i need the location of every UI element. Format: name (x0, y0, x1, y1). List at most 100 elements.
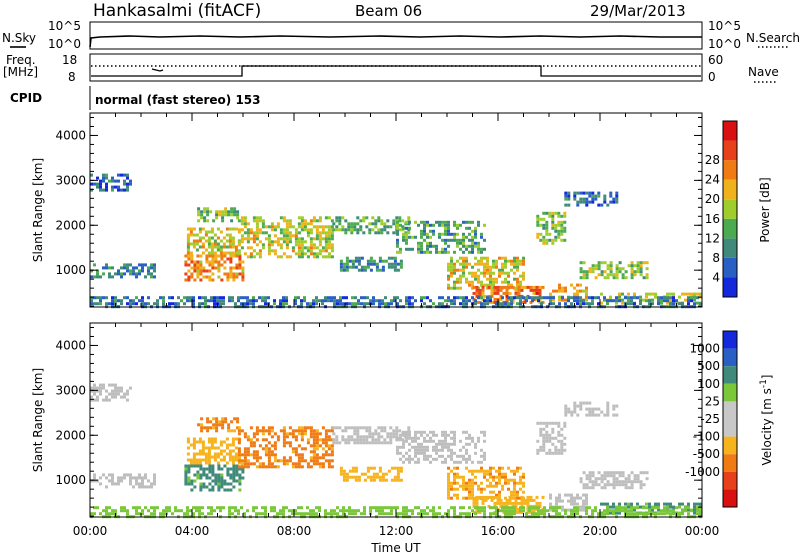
scatter-cell (327, 435, 331, 439)
scatter-cell (255, 506, 258, 510)
scatter-cell (627, 505, 630, 509)
scatter-cell (603, 471, 607, 475)
scatter-cell (563, 448, 567, 452)
scatter-cell (193, 479, 197, 483)
scatter-cell (228, 245, 232, 249)
scatter-cell (210, 437, 214, 441)
scatter-cell (447, 496, 450, 500)
scatter-cell (477, 439, 480, 443)
scatter-cell (423, 302, 426, 306)
scatter-cell (324, 429, 328, 433)
scatter-cell (205, 485, 209, 489)
scatter-cell (189, 251, 193, 255)
scatter-cell (117, 269, 120, 273)
colorbar-swatch (723, 436, 737, 455)
scatter-cell (504, 475, 507, 479)
scatter-cell (657, 506, 660, 510)
scatter-cell (267, 225, 271, 229)
scatter-cell (102, 176, 105, 180)
scatter-cell (312, 509, 315, 513)
scatter-cell (564, 289, 567, 293)
scatter-cell (570, 413, 574, 417)
scatter-cell (207, 458, 211, 462)
scatter-cell (480, 235, 483, 239)
scatter-cell (153, 269, 156, 273)
scatter-cell (576, 496, 579, 500)
scatter-cell (249, 462, 253, 466)
scatter-cell (468, 490, 471, 494)
scatter-cell (237, 512, 240, 516)
scatter-cell (514, 498, 518, 502)
scatter-cell (582, 499, 585, 503)
scatter-cell (557, 430, 561, 434)
scatter-cell (312, 432, 316, 436)
scatter-cell (396, 451, 399, 455)
scatter-cell (240, 465, 244, 469)
scatter-cell (90, 188, 93, 192)
scatter-cell (153, 275, 156, 279)
scatter-cell (636, 474, 640, 478)
scatter-cell (551, 223, 555, 227)
scatter-cell (300, 240, 304, 244)
scatter-cell (444, 439, 447, 443)
scatter-cell (338, 228, 342, 232)
scatter-cell (465, 481, 468, 485)
scatter-cell (519, 302, 522, 306)
scatter-cell (229, 476, 233, 480)
scatter-cell (453, 286, 456, 290)
scatter-cell (522, 262, 525, 266)
scatter-cell (390, 506, 393, 510)
scatter-cell (471, 280, 474, 284)
scatter-cell (477, 262, 480, 266)
scatter-cell (615, 509, 618, 513)
scatter-cell (504, 481, 507, 485)
scatter-cell (456, 454, 459, 458)
scatter-cell (426, 448, 429, 452)
scatter-cell (630, 270, 634, 274)
scatter-cell (396, 296, 399, 300)
scatter-cell (462, 220, 465, 224)
scatter-cell (309, 429, 313, 433)
scatter-cell (204, 446, 208, 450)
scatter-cell (480, 247, 483, 251)
scatter-cell (345, 478, 349, 482)
scatter-cell (381, 268, 385, 272)
scatter-cell (261, 447, 265, 451)
scatter-cell (591, 474, 595, 478)
scatter-cell (551, 442, 555, 446)
scatter-cell (615, 483, 619, 487)
scatter-cell (542, 439, 546, 443)
scatter-cell (180, 509, 183, 513)
scatter-cell (168, 296, 171, 300)
scatter-cell (294, 453, 298, 457)
scatter-cell (585, 483, 589, 487)
scatter-cell (208, 263, 212, 267)
scatter-cell (252, 231, 256, 235)
scatter-cell (246, 228, 250, 232)
scatter-cell (147, 266, 150, 270)
scatter-cell (585, 496, 588, 500)
scatter-cell (549, 292, 552, 296)
scatter-cell (330, 234, 334, 238)
scatter-cell (282, 296, 285, 300)
scatter-cell (606, 506, 609, 510)
scatter-cell (99, 389, 102, 393)
scatter-cell (516, 277, 519, 281)
nsky-tick-high: 10^5 (48, 19, 81, 33)
scatter-cell (489, 296, 492, 300)
scatter-cell (238, 482, 242, 486)
scatter-cell (447, 475, 450, 479)
scatter-cell (603, 474, 607, 478)
scatter-cell (669, 502, 672, 506)
scatter-cell (387, 265, 391, 269)
scatter-cell (423, 232, 426, 236)
scatter-cell (165, 506, 168, 510)
scatter-cell (318, 249, 322, 253)
scatter-cell (315, 432, 319, 436)
scatter-cell (531, 296, 534, 300)
scatter-cell (195, 440, 199, 444)
scatter-cell (396, 229, 399, 233)
scatter-cell (552, 506, 555, 510)
scatter-cell (341, 438, 345, 442)
scatter-cell (243, 450, 247, 454)
